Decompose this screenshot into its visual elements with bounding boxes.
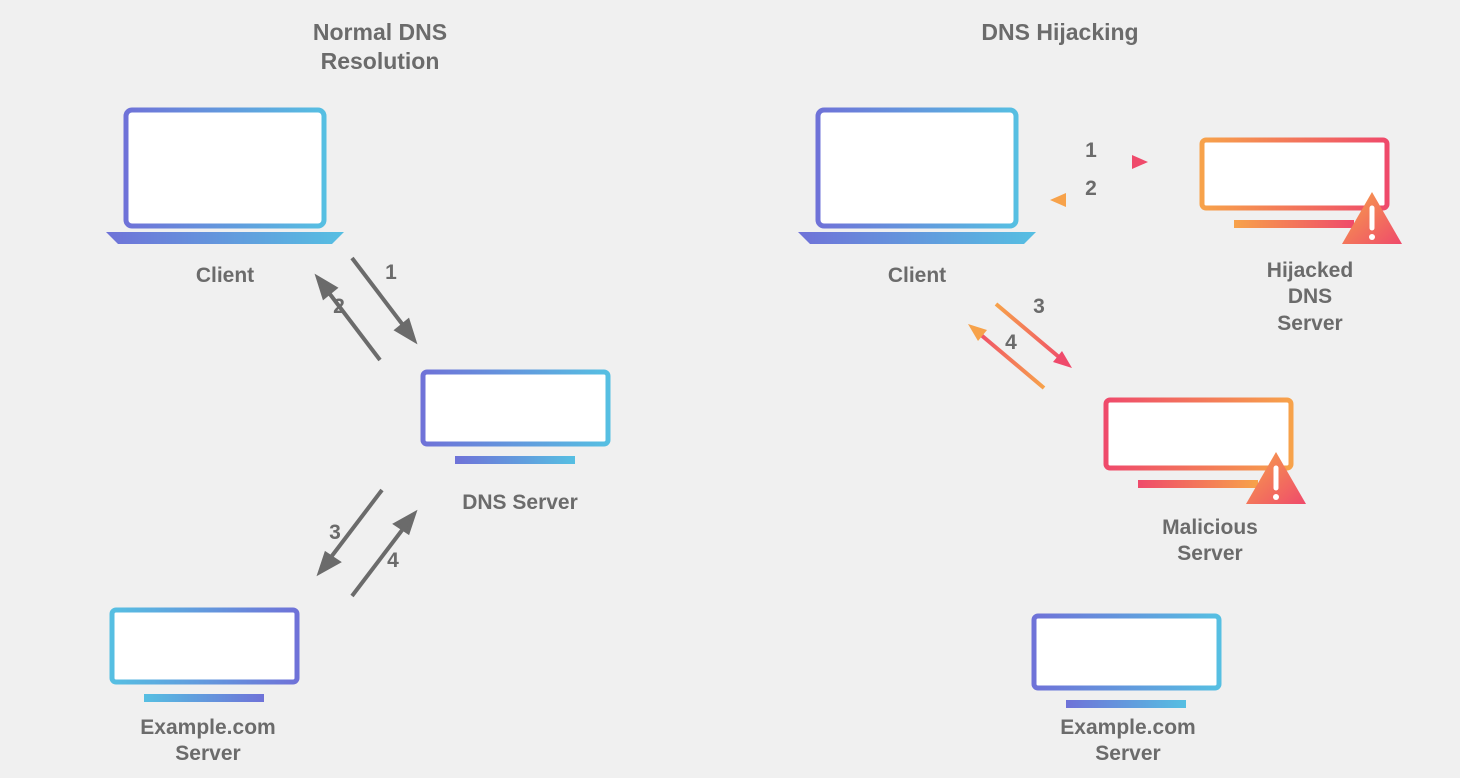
diagram-canvas: Normal DNSResolution DNS Hijacking Clien… (0, 0, 1460, 778)
left-arrows (318, 258, 414, 596)
left-dns-icon (423, 372, 608, 464)
left-origin-icon (112, 610, 297, 702)
right-client-icon (798, 110, 1036, 244)
left-client-icon (106, 110, 344, 244)
right-hijacked-icon (1202, 140, 1402, 244)
right-malicious-icon (1106, 400, 1306, 504)
right-origin-icon (1034, 616, 1219, 708)
svg-layer (0, 0, 1460, 778)
